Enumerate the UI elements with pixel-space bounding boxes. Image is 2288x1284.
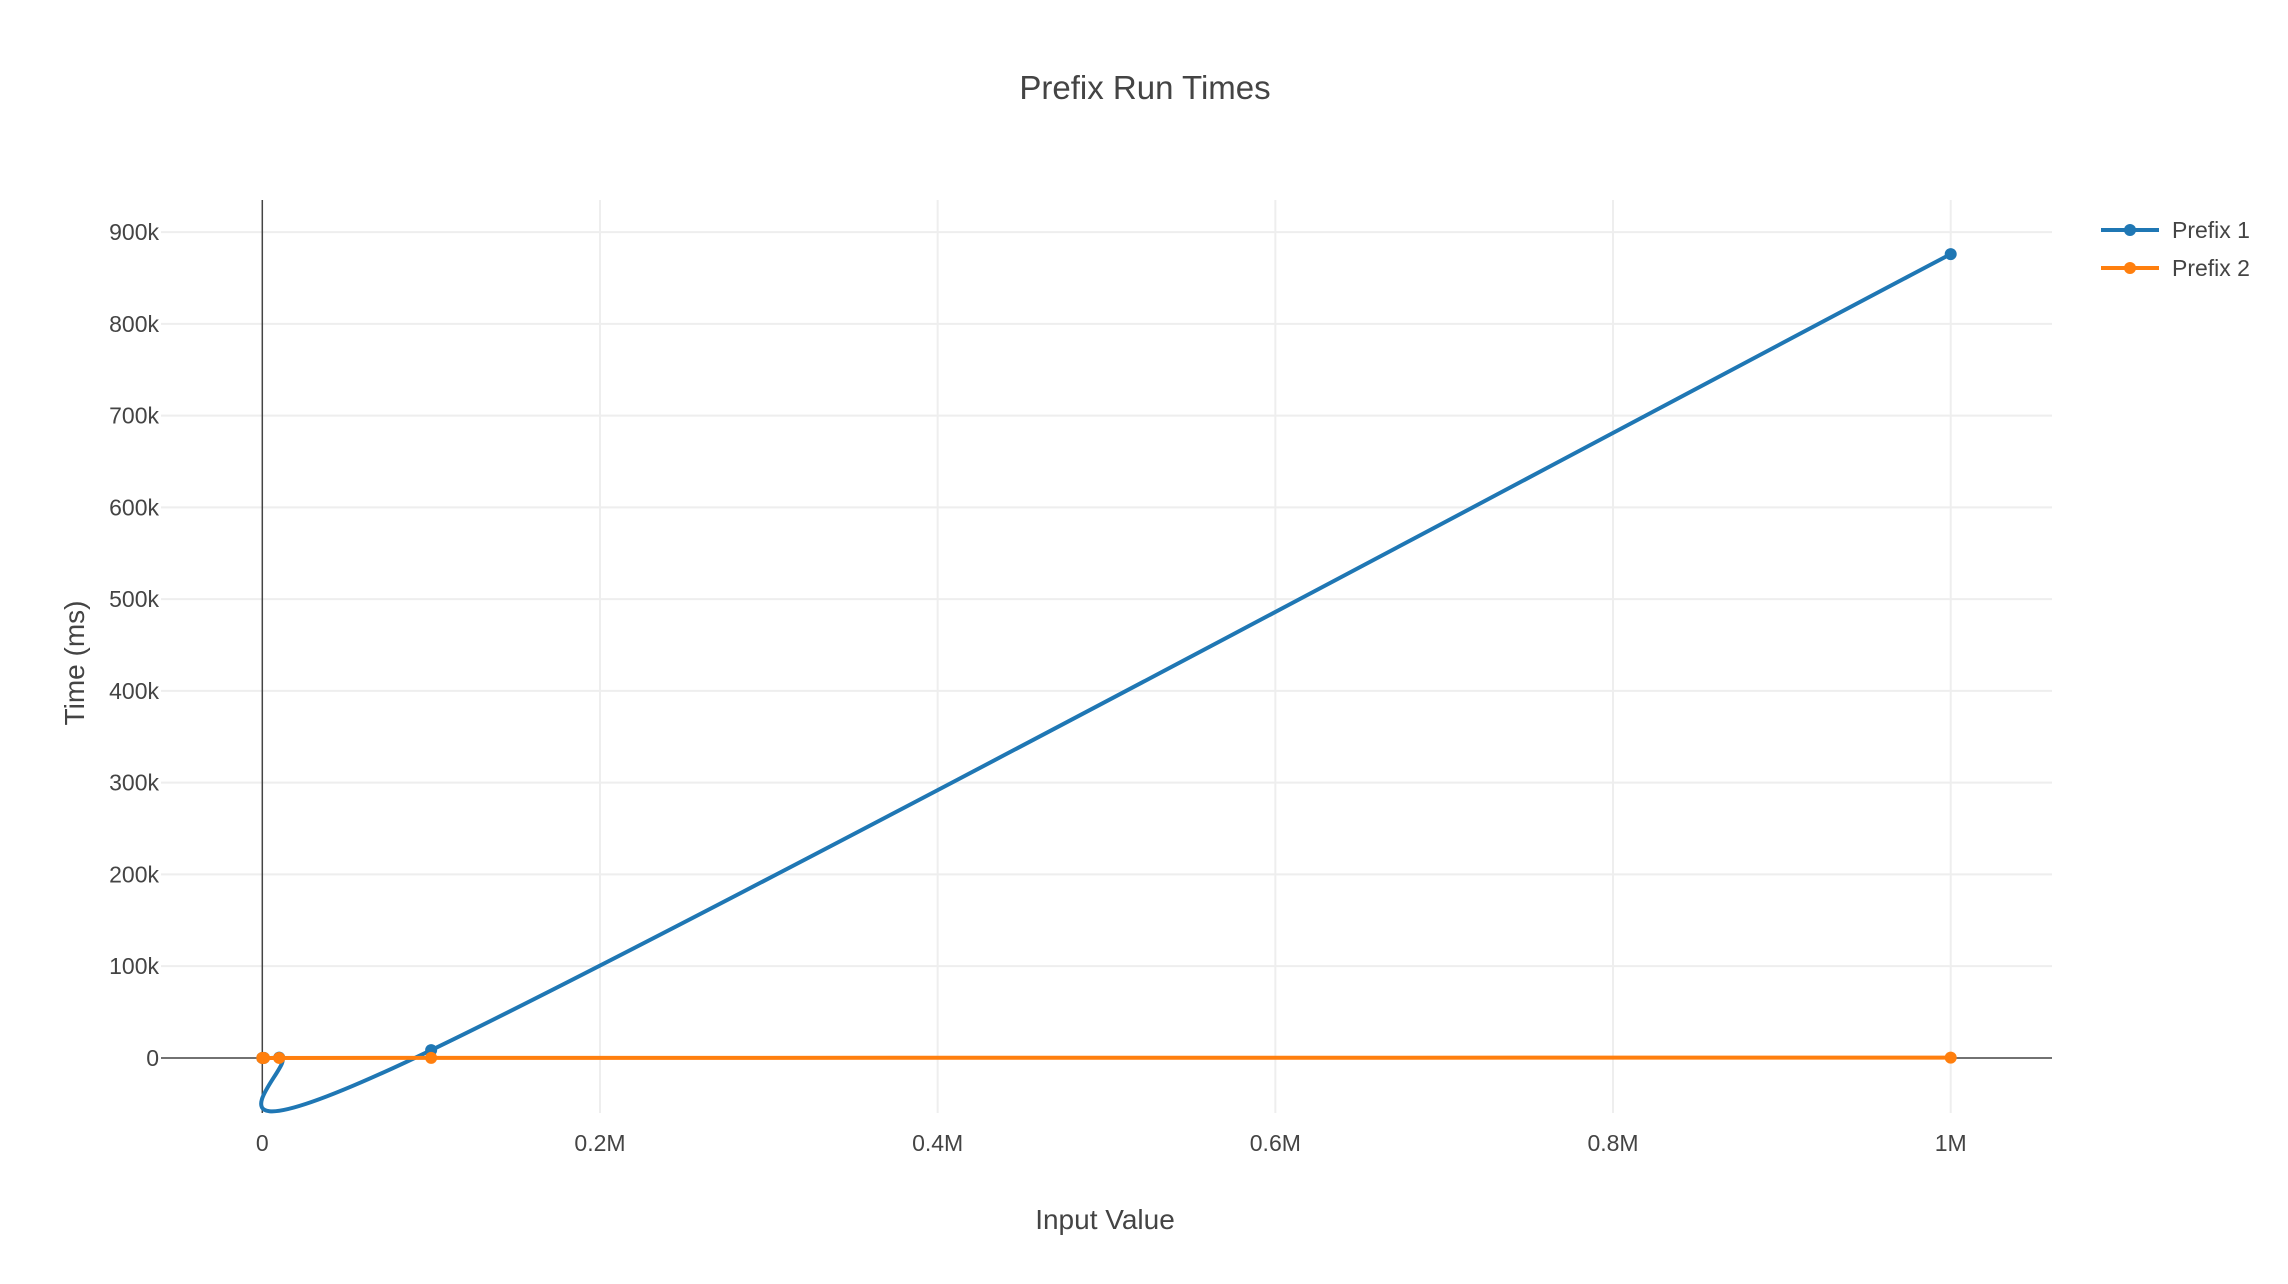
chart-title: Prefix Run Times (1019, 69, 1270, 106)
y-tick-label: 900k (109, 219, 159, 245)
series-line (259, 252, 1953, 1114)
x-tick-label: 0.2M (574, 1130, 625, 1156)
data-point (1944, 1051, 1957, 1064)
x-tick-label: 0 (256, 1130, 269, 1156)
y-tick-label: 700k (109, 403, 159, 429)
x-tick-label: 1M (1935, 1130, 1967, 1156)
y-tick-label: 600k (109, 494, 159, 520)
data-point (425, 1051, 438, 1064)
data-point (273, 1051, 286, 1064)
y-tick-label: 400k (109, 678, 159, 704)
legend-label: Prefix 2 (2172, 255, 2250, 281)
grid (161, 200, 2052, 1113)
y-axis-title: Time (ms) (59, 601, 90, 726)
legend-marker (2124, 224, 2136, 236)
series-layer (256, 248, 1957, 1114)
legend-item: Prefix 2 (2101, 255, 2250, 281)
y-tick-label: 0 (146, 1045, 159, 1071)
y-tick-labels: 0 100k 200k 300k 400k 500k 600k 700k 800k 900k (109, 219, 159, 1071)
data-point (257, 1051, 270, 1064)
legend-marker (2124, 262, 2136, 274)
y-tick-label: 500k (109, 586, 159, 612)
legend: Prefix 1 Prefix 2 (2101, 217, 2250, 281)
x-tick-label: 0.4M (912, 1130, 963, 1156)
series-2 (256, 1051, 1957, 1064)
y-tick-label: 300k (109, 770, 159, 796)
y-tick-label: 200k (109, 861, 159, 887)
series-1 (256, 248, 1957, 1114)
zero-lines (161, 200, 2052, 1113)
x-tick-label: 0.8M (1587, 1130, 1638, 1156)
x-axis-title: Input Value (1035, 1204, 1175, 1235)
x-tick-labels: 0 0.2M 0.4M 0.6M 0.8M 1M (256, 1130, 1967, 1156)
x-tick-label: 0.6M (1250, 1130, 1301, 1156)
legend-item: Prefix 1 (2101, 217, 2250, 243)
y-tick-label: 800k (109, 311, 159, 337)
data-point (1944, 248, 1957, 261)
y-tick-label: 100k (109, 953, 159, 979)
legend-label: Prefix 1 (2172, 217, 2250, 243)
